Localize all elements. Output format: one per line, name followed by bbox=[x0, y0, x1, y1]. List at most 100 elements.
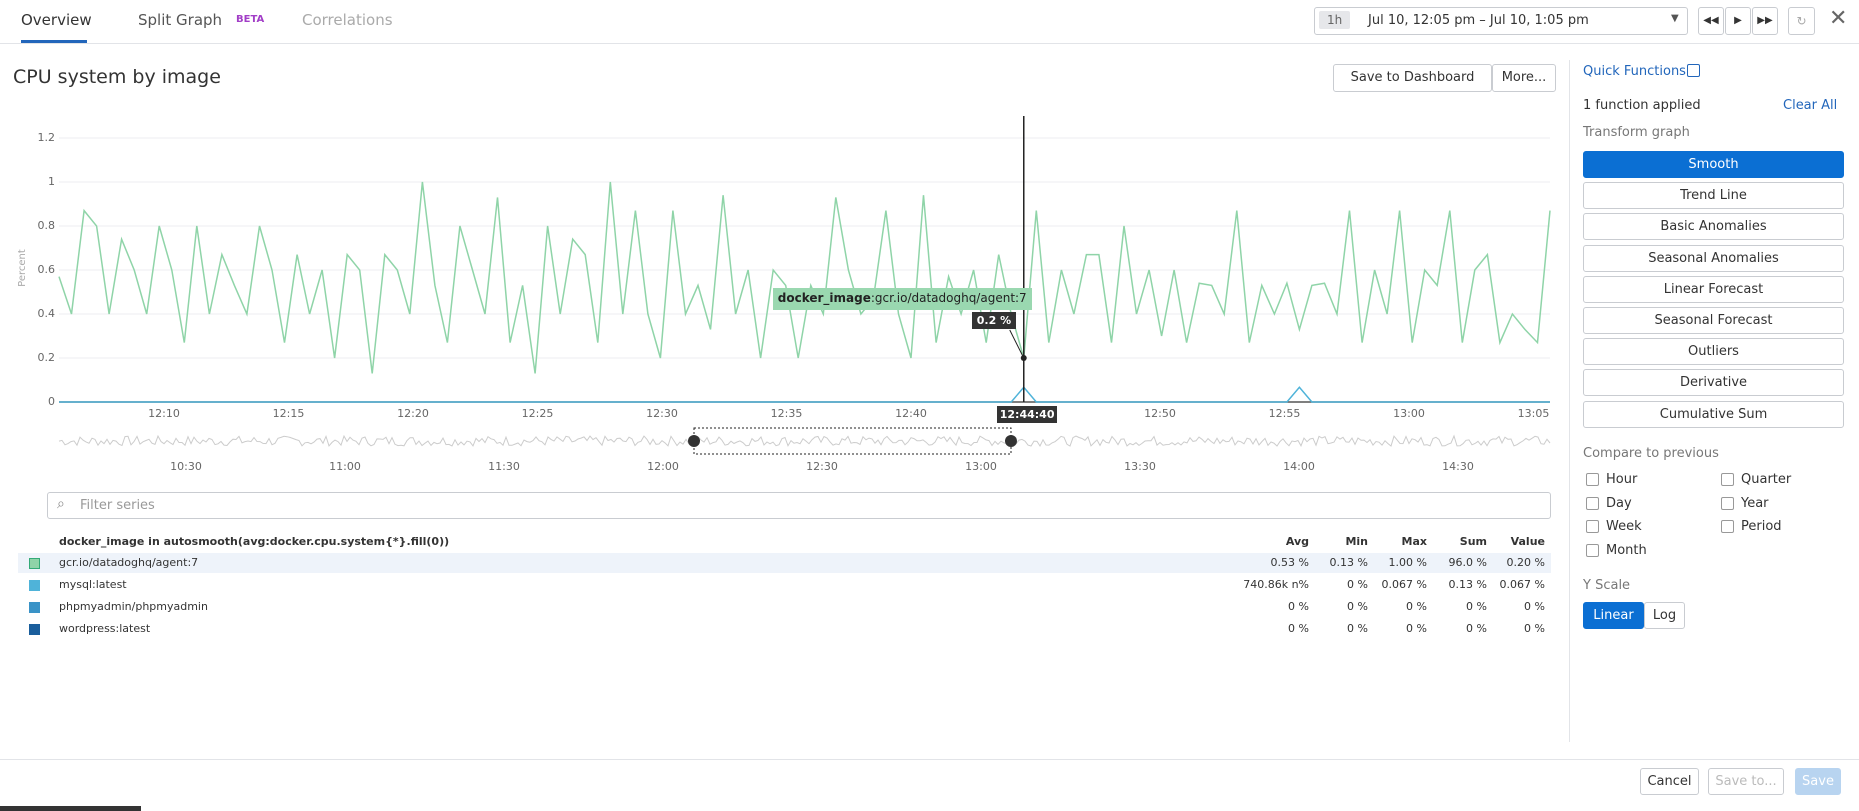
yscale-label: Y Scale bbox=[1583, 578, 1631, 593]
time-nav[interactable]: ▶ bbox=[1725, 7, 1751, 35]
checkbox[interactable] bbox=[1586, 473, 1599, 486]
applied: 1 function applied bbox=[1583, 98, 1701, 113]
x-tick-label: 12:50 bbox=[1144, 407, 1176, 420]
function-btn[interactable]: Basic Anomalies bbox=[1583, 213, 1844, 241]
legend-col-header: Min bbox=[1345, 535, 1368, 548]
legend-cell: 0 % bbox=[1406, 622, 1427, 635]
side-title[interactable]: Quick Functions bbox=[1583, 64, 1686, 79]
time-preset: 1h bbox=[1319, 11, 1351, 29]
checkbox[interactable] bbox=[1586, 543, 1599, 557]
checkbox-label: Hour bbox=[1606, 472, 1638, 487]
legend-cell: 0 % bbox=[1466, 622, 1487, 635]
tooltip: docker_image:gcr.io/datadoghq/agent:7 bbox=[772, 288, 1032, 310]
legend-col-header: Max bbox=[1401, 535, 1427, 548]
legend-swatch bbox=[29, 602, 40, 613]
scale-btn[interactable]: Log bbox=[1644, 602, 1685, 629]
legend-name[interactable]: mysql:latest bbox=[59, 578, 127, 591]
footer-btn[interactable]: Cancel bbox=[1640, 768, 1699, 795]
function-btn[interactable]: Linear Forecast bbox=[1583, 275, 1844, 303]
y-tick-label: 0.6 bbox=[38, 263, 56, 276]
checkbox[interactable] bbox=[1721, 496, 1734, 510]
overview-tick-label: 14:30 bbox=[1442, 460, 1474, 473]
reset[interactable]: ↻ bbox=[1788, 7, 1815, 35]
legend-cell: 0 % bbox=[1347, 600, 1368, 613]
tab[interactable]: Correlations bbox=[302, 11, 393, 29]
function-btn[interactable]: Derivative bbox=[1583, 369, 1844, 397]
x-tick-label: 12:55 bbox=[1269, 407, 1301, 420]
row-highlight bbox=[18, 553, 1551, 573]
x-tick-label: 12:30 bbox=[646, 407, 678, 420]
tab[interactable]: Overview bbox=[21, 11, 92, 29]
x-tick-label: 12:25 bbox=[522, 407, 554, 420]
legend-swatch bbox=[29, 580, 40, 591]
checkbox-label: Day bbox=[1606, 495, 1632, 511]
legend-cell: 0 % bbox=[1347, 622, 1368, 635]
y-tick-label: 1.2 bbox=[38, 131, 56, 144]
time-nav[interactable]: ▶▶ bbox=[1752, 7, 1778, 35]
compare-label: Compare to previous bbox=[1583, 446, 1719, 461]
side-border bbox=[1569, 60, 1570, 742]
scale-btn[interactable]: Linear bbox=[1583, 602, 1644, 629]
series-line bbox=[58, 181, 1551, 374]
checkbox[interactable] bbox=[1721, 473, 1734, 486]
function-btn[interactable]: Outliers bbox=[1583, 338, 1844, 366]
tooltip-text: :gcr.io/datadoghq/agent:7 bbox=[870, 291, 1027, 305]
footer-border bbox=[0, 759, 1859, 760]
function-btn[interactable]: Smooth bbox=[1583, 151, 1844, 178]
overview-selection bbox=[693, 427, 1012, 455]
hover-point bbox=[1020, 355, 1027, 361]
y-axis-label: Percent bbox=[17, 249, 28, 287]
overview-tick-label: 14:00 bbox=[1283, 460, 1315, 473]
legend-name[interactable]: gcr.io/datadoghq/agent:7 bbox=[59, 556, 199, 569]
checkbox[interactable] bbox=[1586, 496, 1599, 510]
x-tick-label: 13:00 bbox=[1393, 407, 1425, 420]
time-label: Jul 10, 12:05 pm – Jul 10, 1:05 pm bbox=[1368, 13, 1589, 28]
footer-btn[interactable]: Save to... bbox=[1708, 768, 1784, 795]
overview-handle bbox=[1005, 435, 1017, 447]
tooltip-tag: docker_image bbox=[777, 291, 871, 305]
legend-cell: 0 % bbox=[1406, 600, 1427, 613]
tab[interactable]: Split Graph bbox=[138, 11, 223, 29]
legend-cell: 0.067 % bbox=[1381, 578, 1427, 591]
legend-col-header: Sum bbox=[1459, 535, 1487, 548]
graph-title: CPU system by image bbox=[13, 66, 221, 88]
overview-tick-label: 13:00 bbox=[965, 460, 997, 473]
legend-cell: 0 % bbox=[1466, 600, 1487, 613]
legend-cell: 0 % bbox=[1288, 600, 1309, 613]
function-btn[interactable]: Trend Line bbox=[1583, 182, 1844, 210]
legend-cell: 0 % bbox=[1288, 622, 1309, 635]
checkbox[interactable] bbox=[1721, 520, 1734, 533]
legend-cell: 96.0 % bbox=[1448, 556, 1487, 569]
footer-btn[interactable]: Save bbox=[1795, 768, 1841, 795]
function-btn[interactable]: Seasonal Anomalies bbox=[1583, 244, 1844, 272]
legend-cell: 0 % bbox=[1524, 600, 1545, 613]
filter-box[interactable] bbox=[47, 492, 1551, 519]
legend-cell: 0 % bbox=[1347, 578, 1368, 591]
x-tick-label: 12:35 bbox=[771, 407, 803, 420]
tooltip-value: 0.2 % bbox=[971, 312, 1017, 329]
beta-badge: BETA bbox=[236, 14, 265, 25]
legend-name[interactable]: wordpress:latest bbox=[59, 622, 151, 635]
y-tick-label: 1 bbox=[48, 175, 55, 188]
checkbox[interactable] bbox=[1586, 520, 1599, 533]
legend-cell: 740.86k n% bbox=[1243, 578, 1309, 591]
close[interactable]: ✕ bbox=[1829, 6, 1848, 31]
save-dashboard-btn[interactable]: Save to Dashboard bbox=[1333, 64, 1492, 92]
checkbox-label: Week bbox=[1606, 519, 1642, 534]
function-btn[interactable]: Cumulative Sum bbox=[1583, 400, 1844, 428]
y-tick-label: 0.4 bbox=[38, 307, 56, 320]
overview-line bbox=[58, 434, 1551, 448]
more-btn[interactable]: More... bbox=[1492, 64, 1556, 92]
legend-name[interactable]: phpmyadmin/phpmyadmin bbox=[59, 600, 208, 613]
time-nav[interactable]: ◀◀ bbox=[1698, 7, 1724, 35]
y-tick-label: 0.2 bbox=[38, 351, 56, 364]
overview-tick-label: 13:30 bbox=[1124, 460, 1156, 473]
legend-swatch bbox=[29, 558, 40, 569]
clear-all[interactable]: Clear All bbox=[1783, 98, 1838, 113]
y-tick-label: 0 bbox=[48, 395, 55, 408]
time-picker[interactable]: 1h Jul 10, 12:05 pm – Jul 10, 1:05 pm ▼ bbox=[1314, 7, 1688, 35]
x-tick-label: 13:05 bbox=[1518, 407, 1550, 420]
legend-cell: 0.13 % bbox=[1329, 556, 1368, 569]
function-btn[interactable]: Seasonal Forecast bbox=[1583, 307, 1844, 334]
